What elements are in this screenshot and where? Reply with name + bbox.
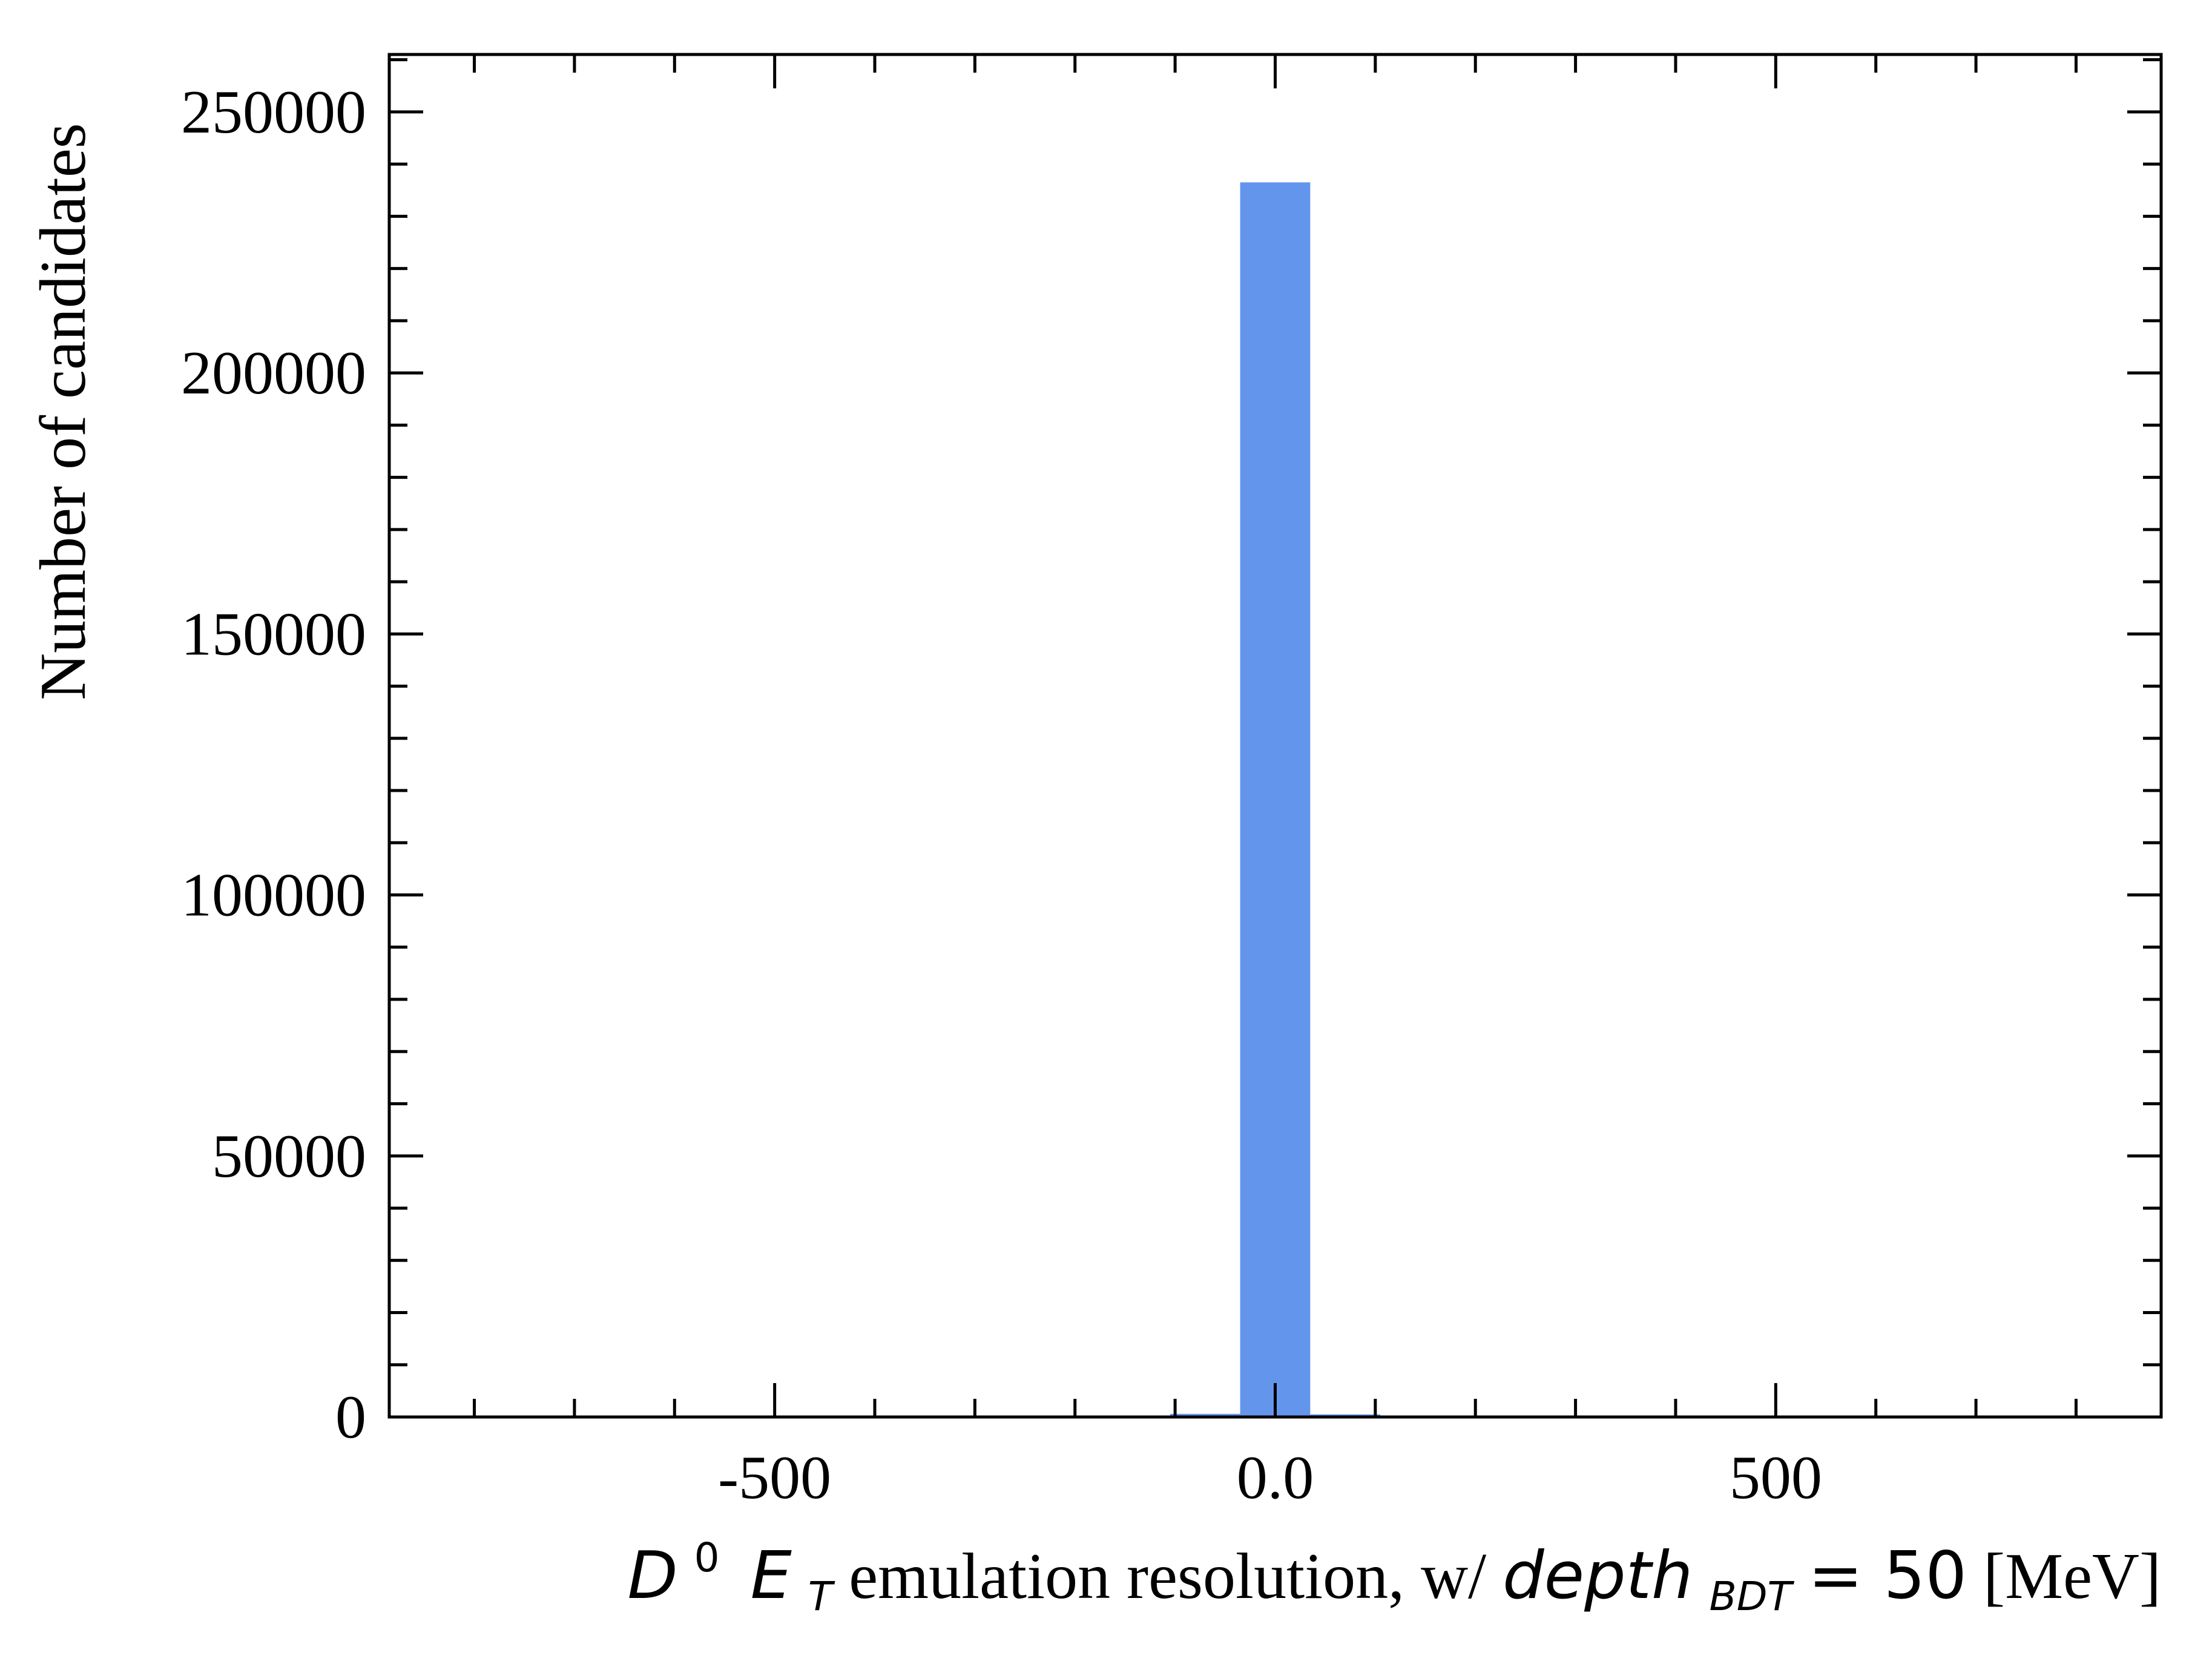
y-tick-label: 50000 [212,1122,366,1191]
histogram-bar-1 [1170,1413,1240,1417]
x-label-d: D [627,1538,677,1614]
plot-frame [387,53,2163,1419]
x-label-e: E [751,1538,792,1614]
ticks-layer [389,54,2161,1419]
x-axis-label: D 0 E T emulation resolution, w/ depth B… [627,1514,2161,1625]
y-tick-label: 0 [335,1383,366,1451]
x-tick-label: -500 [718,1444,831,1512]
x-label-eq: = 50 [1808,1538,1967,1614]
y-tick-label: 200000 [181,339,366,407]
tick-labels-layer: -500 0.0 500 0 50000 100000 150000 200000 250000 [181,78,1822,1512]
x-label-depth: depth [1503,1538,1693,1614]
x-tick-label: 0.0 [1237,1444,1314,1512]
y-tick-label: 100000 [181,861,366,930]
bars-layer [1100,182,1381,1417]
histogram-bar-2 [1240,182,1311,1417]
x-tick-label: 500 [1730,1444,1822,1512]
y-tick-label: 250000 [181,78,366,146]
x-label-depth-sub: BDT [1709,1573,1794,1620]
x-label-d-sup: 0 [694,1534,720,1581]
x-label-text: emulation resolution, w/ [849,1540,1503,1612]
y-tick-label: 150000 [181,600,366,668]
x-label-unit: [MeV] [1983,1540,2161,1612]
y-axis-label: Number of candidates [27,123,99,700]
x-label-e-sub: T [808,1573,835,1620]
